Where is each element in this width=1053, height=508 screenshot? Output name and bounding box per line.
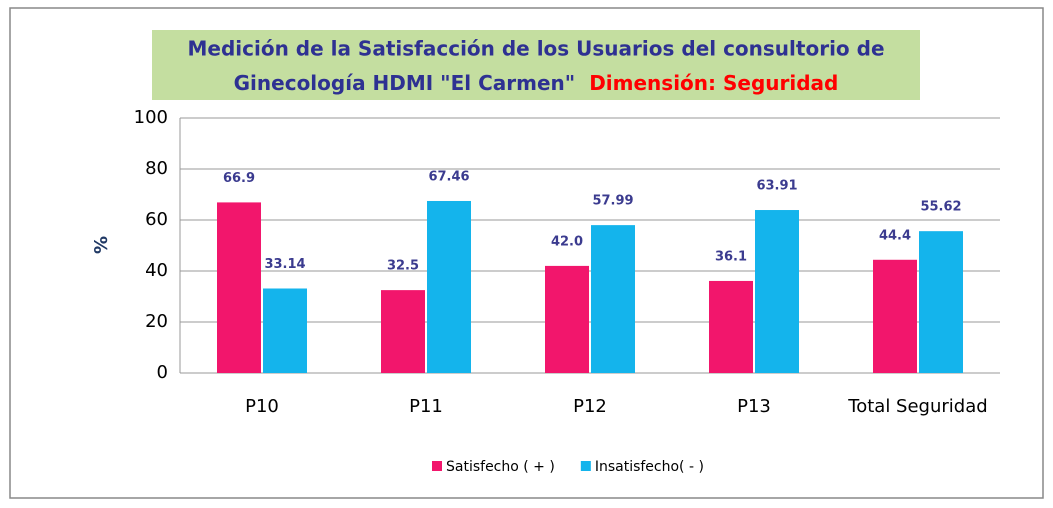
- x-tick-label: P13: [737, 396, 771, 417]
- chart-subtitle: Dimensión: Seguridad: [589, 71, 838, 95]
- legend-swatch: [580, 461, 591, 471]
- data-label: 55.62: [920, 200, 961, 215]
- legend-label: Insatisfecho( - ): [595, 459, 704, 475]
- bar: [919, 231, 963, 373]
- bar: [873, 259, 917, 373]
- x-tick-label: P10: [245, 396, 279, 417]
- bar: [545, 265, 589, 373]
- bar: [263, 288, 307, 373]
- data-label: 67.46: [428, 169, 469, 184]
- data-label: 66.9: [223, 171, 255, 186]
- x-tick-label: Total Seguridad: [847, 396, 987, 417]
- y-tick-label: 0: [157, 362, 168, 383]
- x-tick-label: P11: [409, 396, 443, 417]
- x-tick-label: P12: [573, 396, 607, 417]
- title-box: [152, 30, 920, 100]
- legend-label: Satisfecho ( + ): [446, 459, 555, 475]
- data-label: 32.5: [387, 259, 419, 274]
- data-label: 36.1: [715, 249, 747, 264]
- y-tick-label: 20: [145, 311, 168, 332]
- chart-title: Medición de la Satisfacción de los Usuar…: [187, 37, 884, 61]
- data-label: 33.14: [264, 257, 305, 272]
- y-tick-label: 60: [145, 209, 168, 230]
- data-label: 44.4: [879, 228, 911, 243]
- bar: [381, 290, 425, 373]
- bar: [217, 202, 261, 373]
- legend-swatch: [432, 461, 442, 471]
- chart-title: Ginecología HDMI "El Carmen" Dimensión: S…: [234, 71, 839, 95]
- data-label: 42.0: [551, 234, 583, 249]
- bar: [591, 225, 635, 373]
- chart-title: Ginecología HDMI "El Carmen": [234, 71, 576, 95]
- data-label: 63.91: [756, 179, 797, 194]
- y-tick-label: 100: [134, 107, 168, 128]
- data-label: 57.99: [592, 194, 633, 209]
- y-axis-label: %: [91, 236, 112, 254]
- y-tick-label: 80: [145, 158, 168, 179]
- bar: [427, 200, 471, 373]
- y-tick-label: 40: [145, 260, 168, 281]
- bar: [755, 210, 799, 373]
- bar: [709, 280, 753, 373]
